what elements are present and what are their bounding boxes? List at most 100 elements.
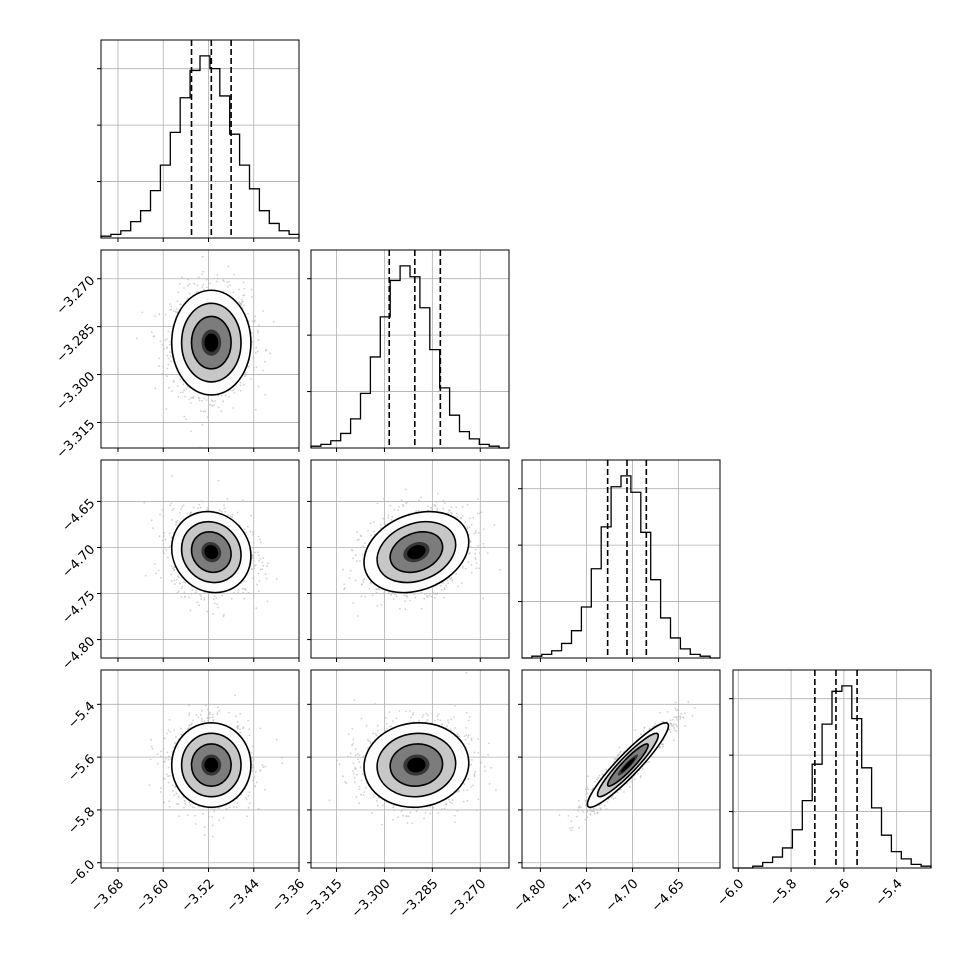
contour-line-2-0 [180,520,242,584]
scatter-point [189,402,192,404]
scatter-point [196,601,199,604]
scatter-point [482,528,485,531]
scatter-point [449,511,452,514]
scatter-point [218,509,221,512]
scatter-point [199,506,202,509]
scatter-point [171,509,174,512]
scatter-point [470,571,473,574]
scatter-point [469,545,472,548]
scatter-point [474,548,477,551]
scatter-point [418,499,420,502]
scatter-point [367,529,369,532]
scatter-point [474,552,477,555]
scatter-point [375,591,378,594]
scatter-point [415,510,418,513]
scatter-point [252,559,255,562]
scatter-point [420,607,423,610]
scatter-point [172,310,175,312]
scatter-point [272,320,275,323]
scatter-point [168,532,171,535]
scatter-point [153,563,156,565]
scatter-point [237,724,240,727]
scatter-point [359,534,362,537]
scatter-point [201,720,204,723]
scatter-point [170,580,173,582]
scatter-point [162,515,165,517]
scatter-point [466,526,469,529]
scatter-point [170,565,173,567]
scatter-point [238,301,241,304]
scatter-point [239,302,242,305]
scatter-point [352,557,354,560]
scatter-point [179,303,181,306]
scatter-point [204,704,207,707]
scatter-point [343,588,345,591]
scatter-point [184,581,187,584]
scatter-point [464,521,467,524]
scatter-point [256,350,259,353]
scatter-point [226,281,229,283]
scatter-point [179,582,181,585]
panel-2-1 [307,459,510,662]
scatter-point [176,591,179,594]
scatter-point [207,719,210,722]
scatter-point [188,398,191,401]
scatter-point [265,577,268,580]
contour-line-1-0 [180,302,242,383]
scatter-point [203,397,206,400]
scatter-point [370,534,373,537]
scatter-point [354,579,357,582]
scatter-point [225,808,228,810]
scatter-point [252,358,255,360]
scatter-point [434,596,436,599]
scatter-point [258,554,260,557]
scatter-point [200,598,203,600]
scatter-point [398,505,400,508]
scatter-point [414,596,417,599]
scatter-point [188,283,191,285]
scatter-point [175,308,178,311]
scatter-point [474,531,477,534]
scatter-point [162,748,165,750]
scatter-point [230,598,233,600]
scatter-point [171,519,173,521]
scatter-point [468,517,471,520]
scatter-point [356,560,358,563]
scatter-point [376,605,379,607]
scatter-point [267,562,269,565]
scatter-point [237,589,240,591]
scatter-point [170,502,173,505]
scatter-point [359,560,361,562]
scatter-point [252,533,255,536]
scatter-point [172,507,175,510]
scatter-point [222,400,225,403]
scatter-point [178,512,181,514]
scatter-point [177,395,180,398]
scatter-point [247,806,250,809]
scatter-point [451,579,454,582]
scatter-point [209,711,211,714]
scatter-point [226,498,229,500]
scatter-point [254,315,257,318]
scatter-point [143,501,146,504]
panel-frame [310,249,510,449]
scatter-point [376,502,379,505]
scatter-point [184,395,186,398]
scatter-point [161,372,164,375]
scatter-point [216,277,219,280]
scatter-point [181,506,184,508]
scatter-point [165,408,168,411]
scatter-point [209,282,212,285]
scatter-point [266,600,269,603]
scatter-point [243,597,246,600]
scatter-point [264,393,267,396]
scatter-point [222,615,225,618]
scatter-point [255,781,258,784]
scatter-point [450,577,453,579]
scatter-point [195,589,198,592]
scatter-point [173,794,176,796]
scatter-point [212,613,215,616]
scatter-point [170,536,173,539]
scatter-point [478,552,481,555]
scatter-point [211,835,214,838]
